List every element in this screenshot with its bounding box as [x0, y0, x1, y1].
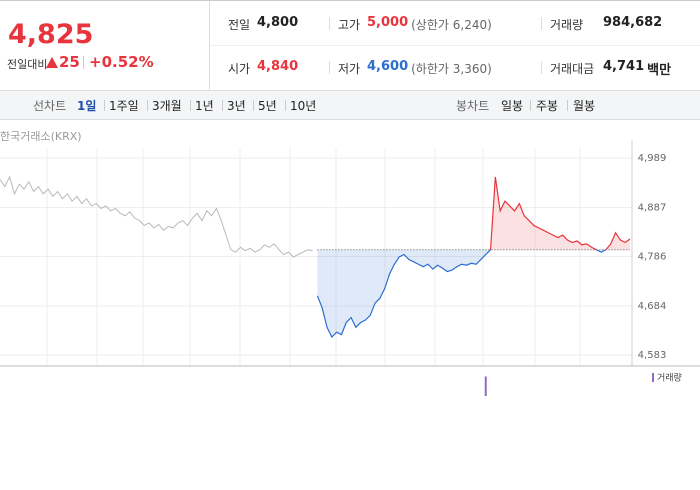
stat-label: 저가: [338, 62, 361, 76]
price-line-up: [489, 176, 631, 250]
price: 4,825: [8, 19, 94, 50]
stat-label: 시가: [228, 62, 251, 76]
divider: [530, 100, 531, 111]
divider: [147, 100, 148, 111]
period-tab[interactable]: 주봉: [536, 99, 559, 113]
period-tab[interactable]: 1주일: [109, 99, 139, 113]
y-tick-label: 4,887: [638, 202, 667, 213]
stat-value: 984,682: [603, 15, 663, 30]
y-tick-label: 4,583: [638, 350, 667, 361]
stat-value: 4,741: [603, 59, 645, 74]
divider: [253, 100, 254, 111]
stat-unit: 백만: [647, 63, 672, 78]
stat-label: 거래대금: [550, 62, 595, 76]
divider: [329, 17, 330, 30]
y-tick-label: 4,786: [638, 252, 667, 263]
period-tab[interactable]: 3년: [227, 99, 246, 113]
period-tab[interactable]: 5년: [258, 99, 277, 113]
stat-value: 4,840: [257, 59, 299, 74]
legend-label: 거래량: [657, 372, 682, 384]
area-down: [317, 249, 630, 338]
divider: [222, 100, 223, 111]
stat-label: 전일: [228, 18, 251, 32]
y-tick-label: 4,989: [638, 153, 667, 164]
divider: [285, 100, 286, 111]
up-icon: [46, 57, 58, 68]
divider: [83, 56, 84, 69]
price-line: [0, 175, 313, 258]
divider: [567, 100, 568, 111]
change-rate: +0.52%: [89, 53, 154, 71]
divider: [329, 61, 330, 74]
change-label: 전일대비: [7, 58, 48, 71]
legend-swatch: [652, 373, 654, 382]
divider: [210, 45, 700, 46]
stat-value: 4,800: [257, 15, 299, 30]
stat-value: 5,000: [367, 15, 409, 30]
y-tick-label: 4,684: [638, 301, 667, 312]
tab-label: 선차트: [33, 99, 67, 113]
change: 25: [59, 53, 80, 71]
tab-label: 봉차트: [456, 99, 490, 113]
period-tab[interactable]: 1년: [195, 99, 214, 113]
divider: [104, 100, 105, 111]
price-line-down: [316, 249, 607, 339]
divider: [209, 1, 210, 91]
divider: [541, 17, 542, 30]
stat-label: 고가: [338, 18, 361, 32]
period-tab[interactable]: 월봉: [573, 99, 596, 113]
divider: [190, 100, 191, 111]
chart: 한국거래소(KRX) 4,989 4,887 4,786 4,684 4,583 거래량: [0, 130, 700, 396]
divider: [541, 61, 542, 74]
period-tab[interactable]: 10년: [290, 99, 317, 113]
stat-value: 4,600: [367, 59, 409, 74]
stat-label: 거래량: [550, 18, 584, 32]
period-tab[interactable]: 1일: [77, 99, 97, 113]
stat-note: (하한가 3,360): [411, 62, 492, 76]
area-up: [490, 176, 630, 250]
period-tab[interactable]: 3개월: [152, 99, 182, 113]
stat-note: (상한가 6,240): [411, 18, 492, 32]
period-tab[interactable]: 일봉: [501, 99, 524, 113]
source: 한국거래소(KRX): [0, 130, 82, 143]
volume-bar: [484, 376, 487, 396]
tab-bar: 선차트 1일 1주일 3개월 1년 3년 5년 10년 봉차트 일봉 주봉 월봉: [0, 90, 700, 120]
quote-panel: 4,825 전일대비 25 +0.52% 전일 4,800 고가 5,000 (상한가 …: [0, 0, 700, 91]
